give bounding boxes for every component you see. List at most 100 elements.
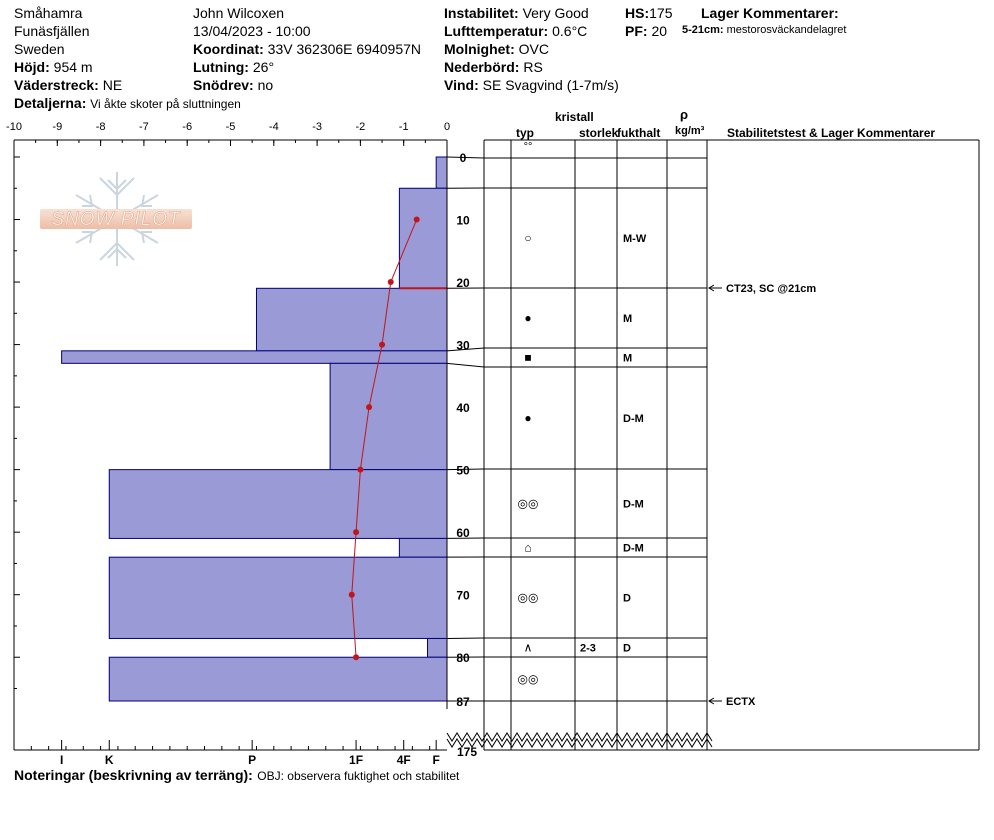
slope: Lutning: 26° bbox=[193, 58, 274, 76]
moisture-value: D bbox=[623, 593, 631, 605]
grain-type-symbol: ● bbox=[524, 311, 531, 325]
slope-label: Lutning: bbox=[193, 59, 249, 75]
temperature-tick-label: -8 bbox=[96, 121, 106, 133]
drift-value: no bbox=[257, 77, 274, 93]
header-type: typ bbox=[516, 126, 534, 140]
hardness-tick-label: P bbox=[248, 753, 256, 767]
snowpilot-logo: SNOW PILOT bbox=[40, 172, 192, 266]
precip-value: RS bbox=[523, 59, 543, 75]
layer-comment: 5-21cm: mestorosväckandelagret bbox=[682, 24, 846, 36]
air-temperature: Lufttemperatur: 0.6°C bbox=[444, 22, 587, 40]
sky-value: OVC bbox=[518, 41, 549, 57]
temperature-point bbox=[357, 466, 364, 473]
depth-tick-label: 0 bbox=[460, 151, 467, 165]
aspect: Väderstreck: NE bbox=[14, 76, 122, 94]
drift: Snödrev: no bbox=[193, 76, 273, 94]
depth-connector-line bbox=[446, 156, 485, 159]
depth-tick-label: 70 bbox=[456, 589, 470, 603]
temperature-tick-label: -4 bbox=[269, 121, 279, 133]
moisture-value: D-M bbox=[623, 543, 644, 555]
grain-type-symbol: °° bbox=[524, 141, 533, 153]
details-label: Detaljerna: bbox=[14, 95, 87, 111]
hardness-tick-label: K bbox=[105, 753, 114, 767]
pf-label: PF: bbox=[625, 23, 648, 39]
header-stability: Stabilitetstest & Lager Kommentarer bbox=[727, 126, 935, 140]
hardness-tick-label: 4F bbox=[397, 753, 411, 767]
instability-label: Instabilitet: bbox=[444, 5, 519, 21]
coord-value: 33V 362306E 6940957N bbox=[267, 41, 422, 57]
wind-label: Vind: bbox=[444, 77, 479, 93]
footer-notes: Noteringar (beskrivning av terräng): OBJ… bbox=[14, 766, 459, 785]
stability-test-label: ECTX bbox=[726, 696, 756, 708]
header-size: storlek bbox=[579, 126, 619, 140]
notes-text: OBJ: observera fuktighet och stabilitet bbox=[257, 769, 460, 783]
moisture-value: D bbox=[623, 643, 631, 655]
hardness-bar bbox=[435, 156, 448, 189]
layer-comment-text: mestorosväckandelagret bbox=[726, 24, 847, 36]
grain-type-symbol: ⌂ bbox=[524, 541, 531, 555]
header-rho-unit: kg/m³ bbox=[675, 125, 705, 137]
depth-tick-label: 40 bbox=[456, 401, 470, 415]
slope-value: 26° bbox=[252, 59, 275, 75]
hardness-bar bbox=[398, 537, 448, 558]
instability-value: Very Good bbox=[522, 5, 589, 21]
hs-value: 175 bbox=[649, 5, 673, 21]
notes-label: Noteringar (beskrivning av terräng): bbox=[14, 767, 253, 783]
temperature-point bbox=[366, 404, 373, 411]
temperature-point bbox=[413, 216, 420, 223]
temperature-tick-label: -2 bbox=[356, 121, 366, 133]
penetration: PF: 20 bbox=[625, 22, 667, 40]
details: Detaljerna: Vi åkte skoter på sluttninge… bbox=[14, 94, 241, 113]
airtemp-label: Lufttemperatur: bbox=[444, 23, 549, 39]
grain-type-symbol: ◎◎ bbox=[518, 497, 539, 511]
snow-height: HS:175 bbox=[625, 4, 672, 22]
temperature-tick-label: 0 bbox=[444, 121, 450, 133]
precipitation: Nederbörd: RS bbox=[444, 58, 543, 76]
temperature-tick-label: -9 bbox=[52, 121, 62, 133]
moisture-value: M bbox=[623, 313, 632, 325]
temperature-tick-label: -6 bbox=[182, 121, 192, 133]
temperature-line bbox=[351, 219, 418, 658]
area: Funäsfjällen bbox=[14, 23, 90, 39]
temperature-tick-label: -10 bbox=[6, 121, 22, 133]
moisture-value: D-M bbox=[623, 413, 644, 425]
hs-label: HS: bbox=[625, 5, 650, 21]
hardness-tick-label: I bbox=[60, 753, 63, 767]
stability-arrow-head bbox=[708, 284, 715, 292]
precip-label: Nederbörd: bbox=[444, 59, 520, 75]
depth-connector-line bbox=[446, 362, 485, 368]
hardness-bar bbox=[108, 469, 448, 539]
sky: Molnighet: OVC bbox=[444, 40, 549, 58]
header-crystal: kristall bbox=[555, 110, 594, 124]
temperature-tick-label: -1 bbox=[399, 121, 409, 133]
hardness-tick-label: 1F bbox=[349, 753, 363, 767]
location: Småhamra bbox=[14, 5, 83, 21]
airtemp-value: 0.6°C bbox=[552, 23, 588, 39]
total-depth-label: 175 bbox=[457, 745, 477, 759]
moisture-value: M bbox=[623, 353, 632, 365]
aspect-value: NE bbox=[102, 77, 123, 93]
hardness-bar bbox=[108, 656, 448, 702]
temperature-point bbox=[353, 654, 360, 661]
hardness-bar bbox=[255, 287, 448, 352]
grain-type-symbol: ◎◎ bbox=[518, 672, 539, 686]
moisture-value: D-M bbox=[623, 499, 644, 511]
header-moisture: fukthalt bbox=[617, 126, 660, 140]
datetime: 13/04/2023 - 10:00 bbox=[193, 23, 311, 39]
temperature-tick-label: -7 bbox=[139, 121, 149, 133]
depth-tick-label: 10 bbox=[456, 214, 470, 228]
header-rho: ρ bbox=[680, 107, 688, 122]
depth-connector-line bbox=[446, 468, 485, 471]
sky-label: Molnighet: bbox=[444, 41, 515, 57]
logo-text: SNOW PILOT bbox=[51, 209, 181, 230]
depth-break-zigzag bbox=[446, 738, 713, 748]
grain-type-symbol: ∧ bbox=[524, 641, 533, 655]
instability: Instabilitet: Very Good bbox=[444, 4, 589, 22]
layer-comments-label: Lager Kommentarer: bbox=[701, 5, 839, 21]
depth-tick-label: 80 bbox=[456, 651, 470, 665]
hardness-bar bbox=[61, 350, 448, 364]
wind: Vind: SE Svagvind (1-7m/s) bbox=[444, 76, 619, 94]
country: Sweden bbox=[14, 41, 65, 57]
temperature-point bbox=[387, 279, 394, 286]
depth-connector-line bbox=[446, 347, 485, 352]
